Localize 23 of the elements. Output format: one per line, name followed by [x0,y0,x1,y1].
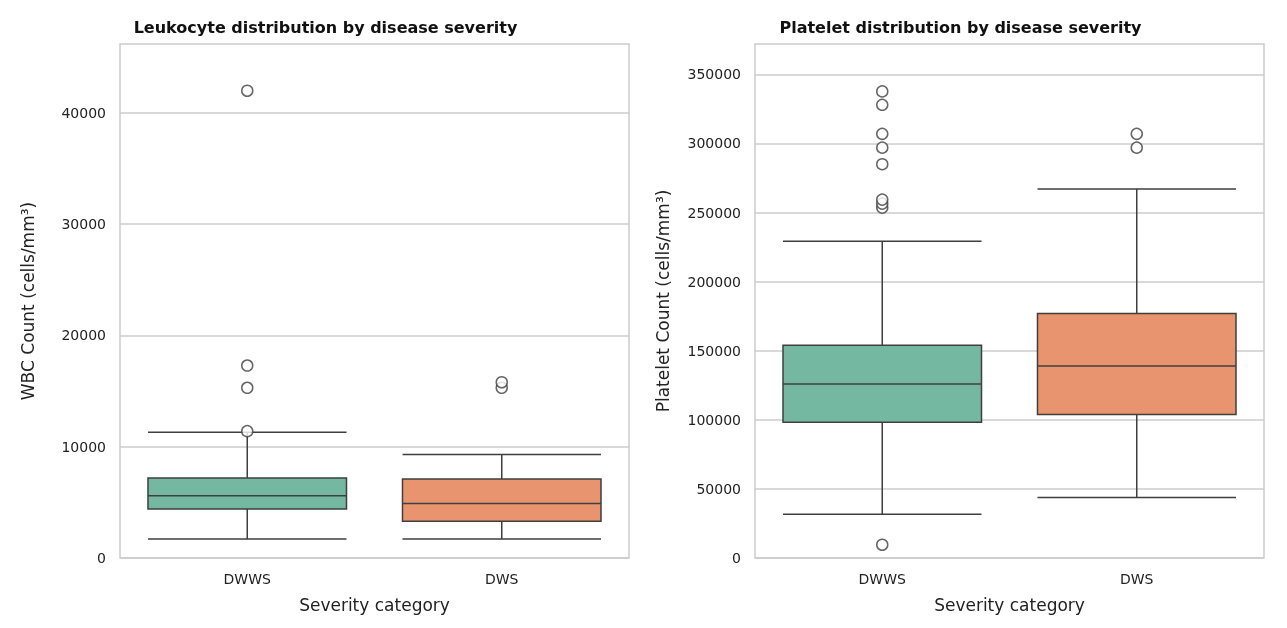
y-tick-label: 0 [97,550,106,566]
y-tick-label: 0 [732,550,741,566]
y-axis-title: Platelet Count (cells/mm³) [652,189,673,413]
y-tick-label: 100000 [687,411,741,428]
y-tick-label: 250000 [687,204,741,221]
y-tick-label: 30000 [61,216,106,233]
y-axis-title: WBC Count (cells/mm³) [17,201,38,401]
x-axis-title: Severity category [299,594,450,615]
y-tick-label: 350000 [687,66,741,83]
y-tick-label: 40000 [61,104,106,121]
x-tick-label: DWS [484,571,519,587]
y-tick-label: 150000 [687,342,741,359]
x-axis-title: Severity category [934,594,1085,615]
y-tick-label: 20000 [61,327,106,344]
x-tick-label: DWS [1119,571,1154,587]
y-tick-label: 10000 [61,438,106,455]
chart-title: Platelet distribution by disease severity [779,17,1143,37]
y-tick-label: 300000 [687,135,741,152]
y-tick-label: 50000 [696,480,741,497]
chart-title: Leukocyte distribution by disease severity [133,17,518,37]
y-tick-label: 200000 [687,273,741,290]
x-tick-label: DWWS [858,571,907,587]
x-tick-label: DWWS [223,571,272,587]
